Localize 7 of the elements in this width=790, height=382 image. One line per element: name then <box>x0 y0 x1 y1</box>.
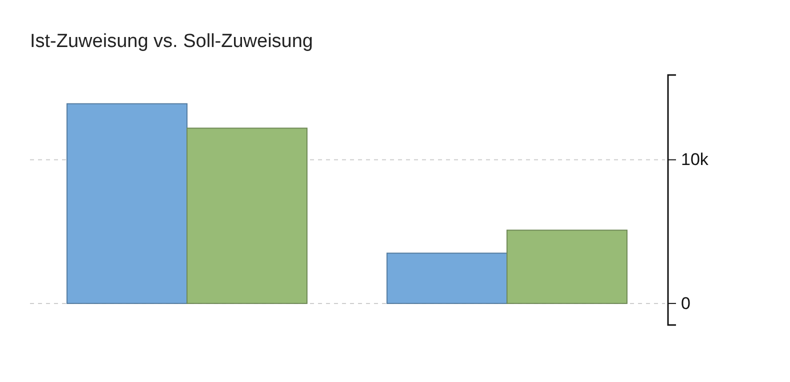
bar <box>66 103 188 304</box>
y-tick-label: 10k <box>681 150 709 170</box>
bar <box>506 230 628 304</box>
y-tick-label: 0 <box>681 294 690 313</box>
chart-title: Ist-Zuweisung vs. Soll-Zuweisung <box>30 31 313 52</box>
bar <box>186 128 308 304</box>
bar <box>386 252 508 304</box>
